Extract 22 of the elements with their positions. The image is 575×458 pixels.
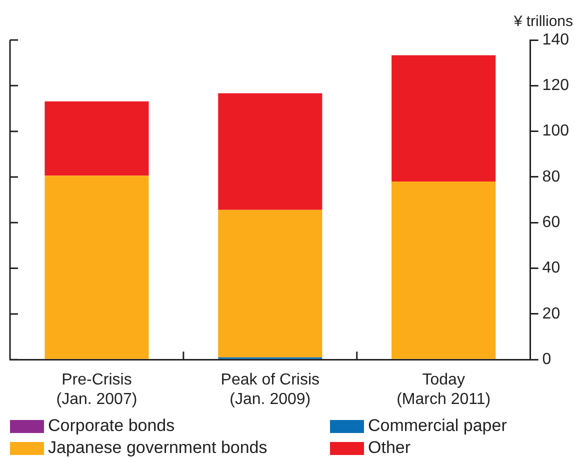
x-tick-label: Pre-Crisis (Jan. 2007) xyxy=(56,372,138,408)
bar xyxy=(218,210,322,358)
y-tick-label: 0 xyxy=(542,351,552,368)
y-tick-label: 20 xyxy=(542,305,560,322)
legend-label: Other xyxy=(368,438,411,458)
bar xyxy=(392,182,496,359)
x-tick-label: Today (March 2011) xyxy=(396,372,491,408)
y-tick-label: 120 xyxy=(542,77,570,94)
bar xyxy=(392,55,496,182)
x-tick-label: Peak of Crisis (Jan. 2009) xyxy=(220,372,320,408)
y-axis-title: ¥ trillions xyxy=(512,13,573,30)
y-tick-label: 60 xyxy=(542,214,560,232)
legend-label: Commercial paper xyxy=(368,416,507,436)
y-tick-label: 140 xyxy=(542,31,570,48)
y-tick-label: 100 xyxy=(542,122,570,140)
legend-label: Japanese government bonds xyxy=(48,438,268,458)
legend-label: Corporate bonds xyxy=(48,416,175,436)
bar xyxy=(44,176,149,359)
y-tick-label: 40 xyxy=(542,260,560,277)
y-tick-label: 80 xyxy=(542,168,560,186)
bar xyxy=(44,101,149,176)
bar xyxy=(218,93,322,210)
